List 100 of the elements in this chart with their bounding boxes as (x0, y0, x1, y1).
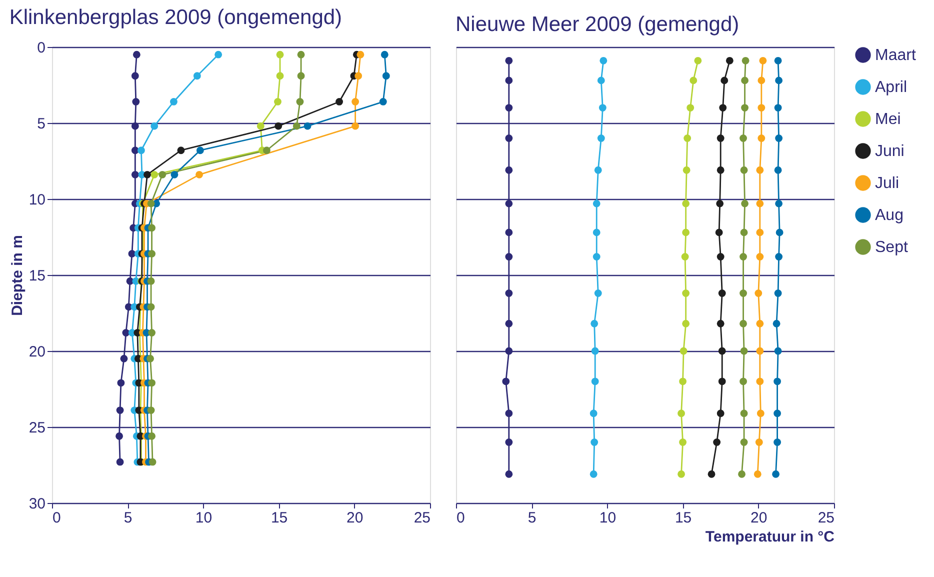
point (756, 253, 764, 260)
point (754, 290, 762, 297)
x-tick-label: 20 (750, 510, 768, 526)
point (598, 104, 606, 112)
x-tick-label: 5 (124, 510, 132, 526)
point (505, 200, 513, 208)
point (741, 200, 748, 208)
point (716, 253, 724, 260)
point (718, 378, 726, 386)
point (756, 320, 764, 328)
point (505, 470, 513, 478)
legend-label: Aug (875, 207, 904, 224)
point (774, 410, 782, 418)
point (740, 166, 748, 174)
point (716, 200, 724, 208)
point (591, 347, 599, 355)
point (740, 228, 748, 236)
x-tick-label: 0 (456, 510, 465, 526)
point (775, 134, 783, 142)
point (772, 320, 780, 328)
legend-label: Mei (875, 111, 901, 128)
point (715, 228, 723, 236)
point (600, 56, 608, 64)
point (756, 200, 764, 208)
point (775, 200, 783, 208)
y-tick-label: 5 (37, 116, 46, 132)
point (505, 56, 513, 64)
point (716, 410, 724, 418)
point (740, 378, 747, 386)
x-tick-label: 25 (818, 510, 834, 526)
chart-title: Klinkenbergplas 2009 (ongemengd) (9, 6, 342, 29)
point (718, 290, 726, 297)
point (505, 76, 513, 84)
point (592, 200, 600, 208)
point (502, 378, 510, 386)
legend-label: Juni (875, 143, 904, 160)
point (597, 76, 605, 84)
point (755, 438, 763, 446)
point (741, 76, 748, 84)
point (726, 56, 734, 64)
point (682, 200, 690, 208)
legend-label: Sept (875, 239, 908, 256)
point (505, 104, 513, 112)
point (505, 410, 513, 418)
point (740, 290, 747, 297)
point (680, 347, 688, 355)
point (591, 378, 599, 386)
point (686, 104, 694, 112)
point (682, 320, 690, 328)
point (505, 320, 513, 328)
x-tick-label: 5 (528, 510, 536, 526)
point (759, 56, 767, 64)
point (682, 228, 690, 236)
legend-label: Juli (875, 175, 900, 192)
point (774, 56, 782, 64)
point (505, 438, 513, 446)
point (590, 320, 598, 328)
point (740, 134, 747, 142)
point (742, 56, 750, 64)
point (708, 470, 716, 478)
point (590, 438, 598, 446)
point (592, 253, 600, 260)
point (594, 290, 602, 297)
y-tick-label: 20 (28, 344, 46, 360)
x-tick-label: 10 (599, 510, 616, 526)
legend-label: April (875, 79, 908, 96)
point (756, 378, 764, 386)
y-tick-label: 25 (28, 420, 46, 436)
point (774, 347, 782, 355)
point (684, 134, 692, 142)
point (738, 470, 746, 478)
point (774, 104, 782, 112)
point (681, 253, 689, 260)
point (682, 166, 690, 174)
x-tick-label: 20 (346, 510, 364, 526)
point (758, 76, 766, 84)
point (590, 470, 598, 478)
point (774, 438, 782, 446)
point (505, 253, 513, 260)
x-tick-label: 15 (270, 510, 288, 526)
point (679, 438, 687, 446)
point (505, 134, 513, 142)
y-tick-label: 30 (28, 496, 46, 512)
legend-label: Maart (875, 47, 916, 64)
y-tick-label: 10 (28, 192, 46, 208)
point (505, 228, 513, 236)
y-tick-label: 0 (37, 40, 46, 56)
point (754, 470, 762, 478)
point (694, 56, 702, 64)
point (682, 290, 690, 297)
point (756, 347, 764, 355)
point (740, 410, 748, 418)
point (690, 76, 698, 84)
x-tick-label: 10 (195, 510, 212, 526)
point (718, 347, 726, 355)
chart-title: Nieuwe Meer 2009 (gemengd) (456, 13, 740, 36)
x-tick-label: 15 (674, 510, 692, 526)
point (713, 438, 721, 446)
x-tick-label: 0 (52, 510, 61, 526)
point (590, 410, 598, 418)
